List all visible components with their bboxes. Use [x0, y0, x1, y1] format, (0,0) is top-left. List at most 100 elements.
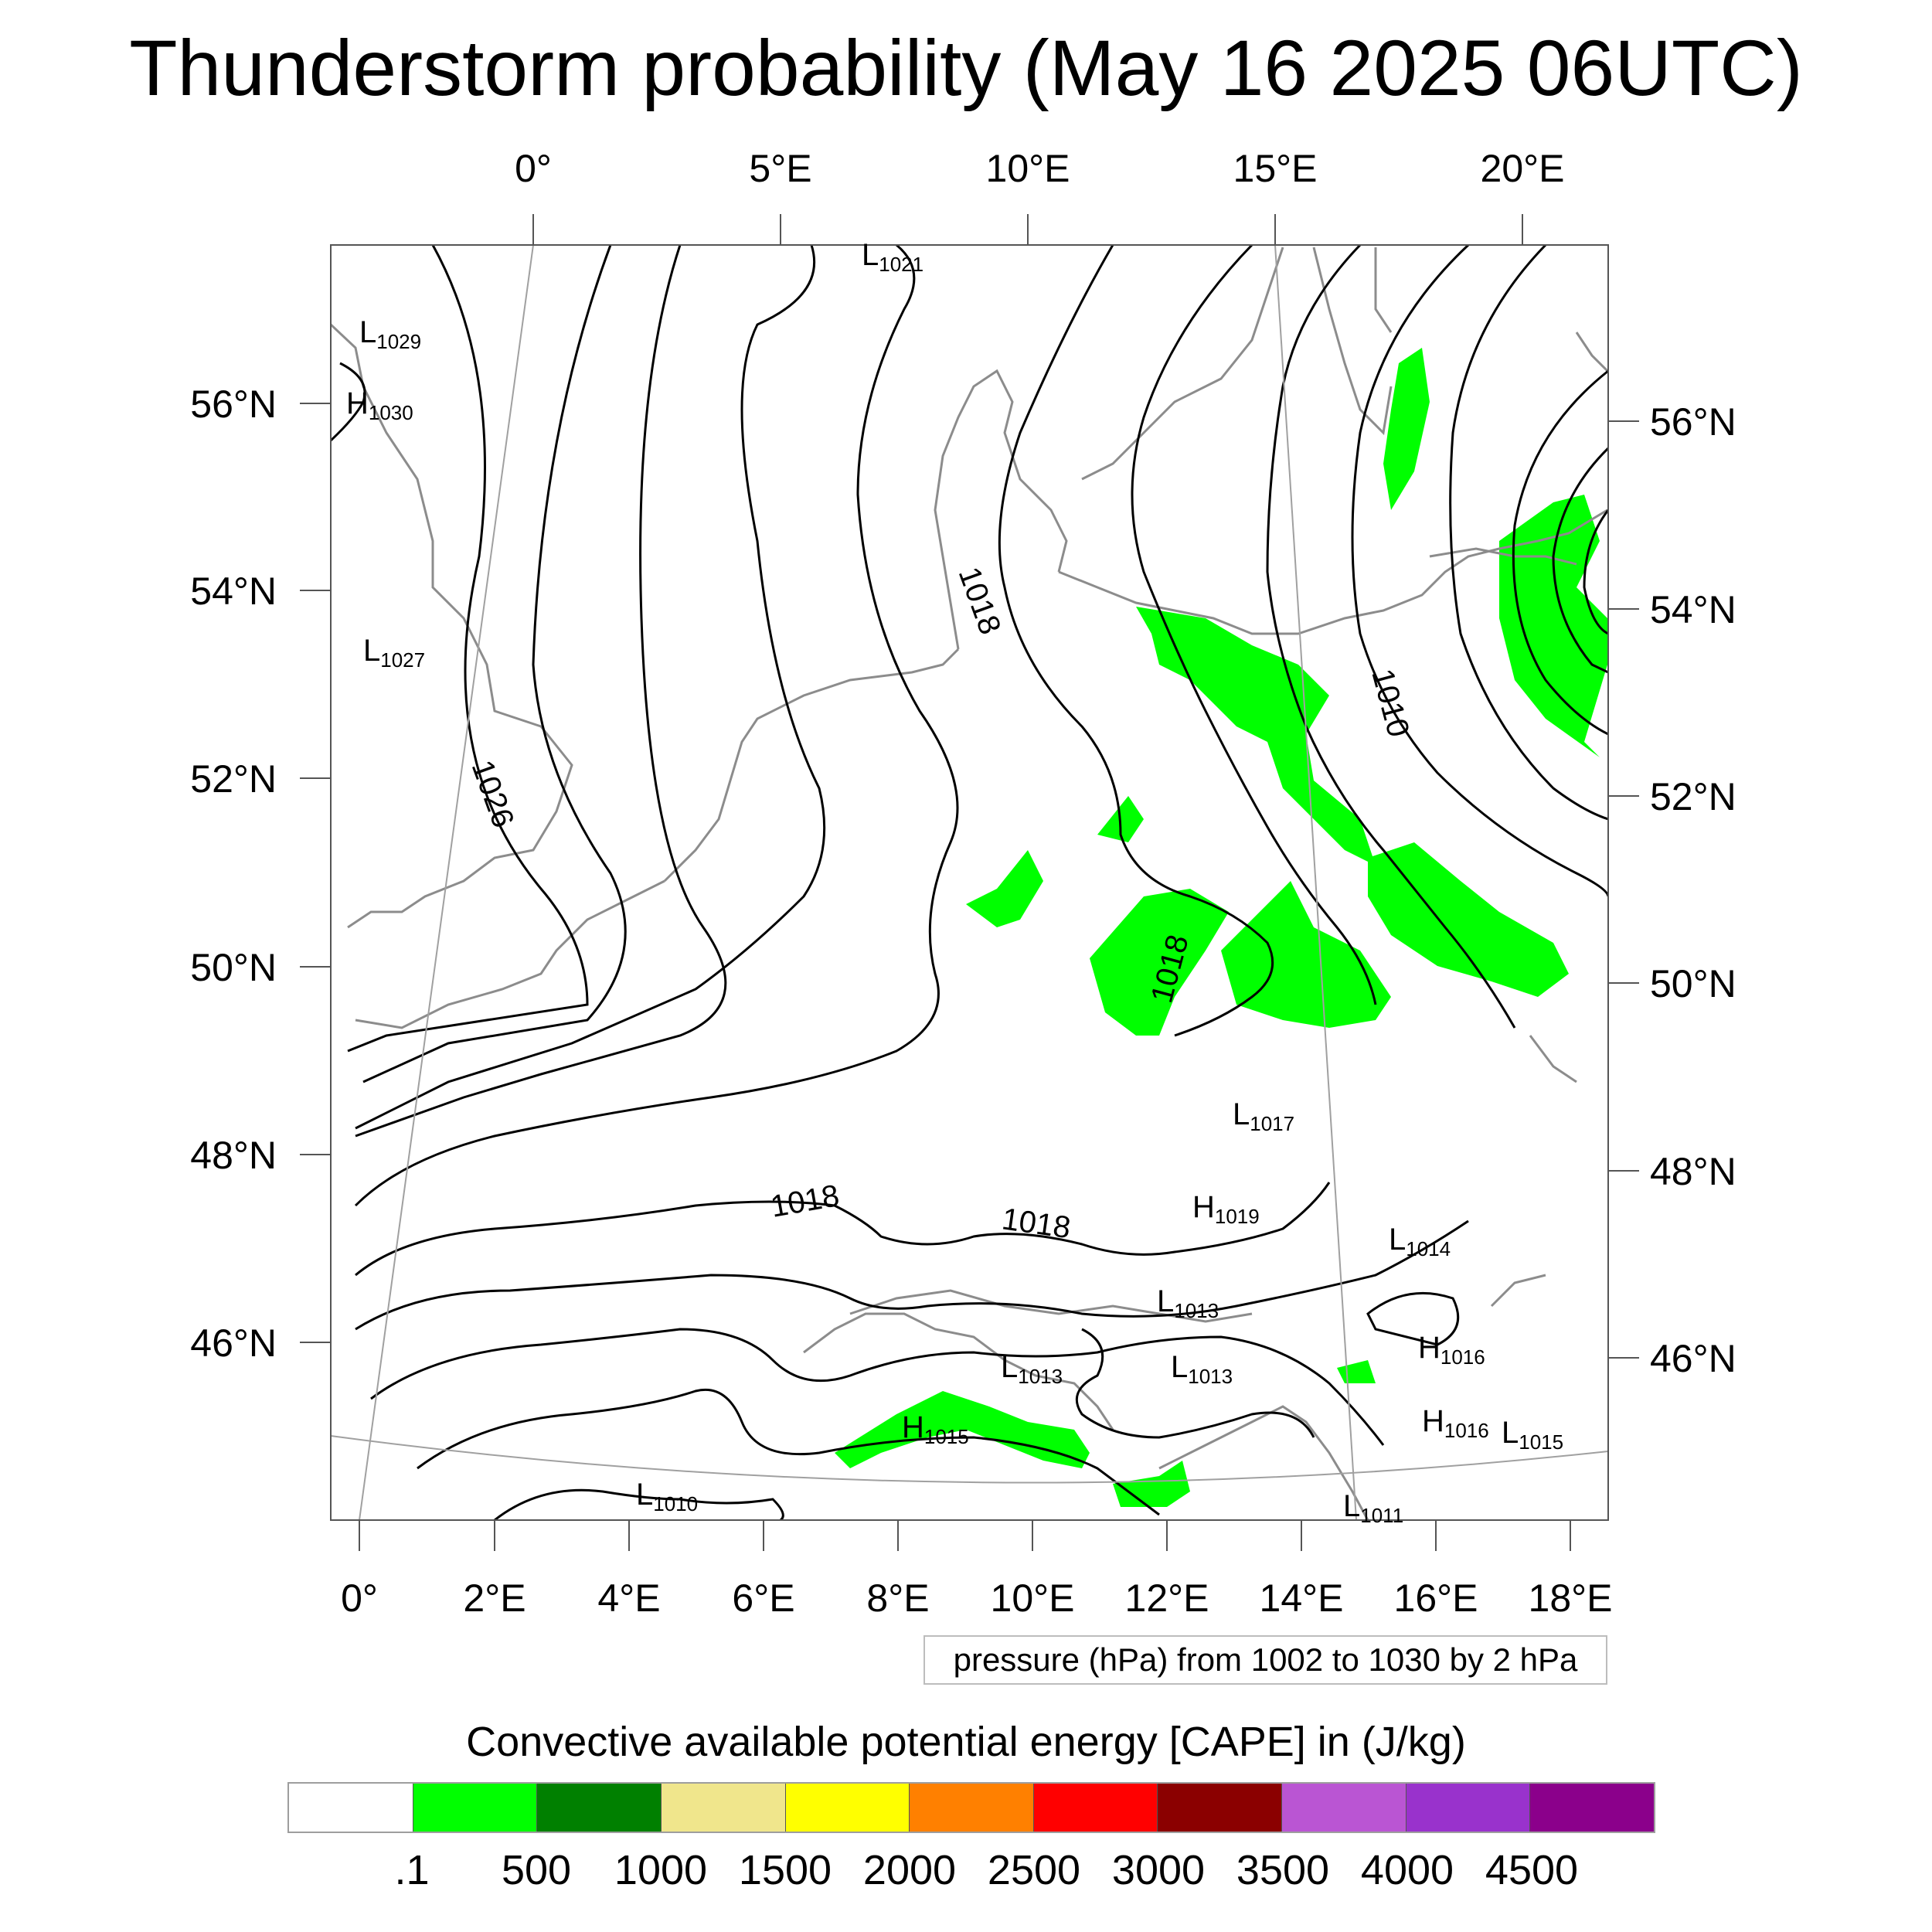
- right-lat-label: 52°N: [1650, 775, 1736, 818]
- contour-label: 1026: [465, 756, 521, 832]
- cape-area-belgium: [966, 850, 1043, 927]
- top-lon-label: 20°E: [1481, 147, 1565, 190]
- left-lat-labels: 56°N 54°N 52°N 50°N 48°N 46°N: [190, 383, 277, 1365]
- bottom-lon-label: 12°E: [1125, 1577, 1209, 1620]
- pressure-center: L1021: [862, 238, 923, 276]
- bottom-lon-label: 18°E: [1529, 1577, 1613, 1620]
- cape-area-hungary: [1337, 1360, 1376, 1383]
- right-lat-label: 54°N: [1650, 588, 1736, 631]
- colorbar-swatch: [785, 1784, 910, 1832]
- isobar-1014: [370, 1328, 1385, 1446]
- isobar-1028: [331, 362, 366, 442]
- colorbar-swatch: [1033, 1784, 1158, 1832]
- isobar-1026: [347, 245, 589, 1053]
- pressure-center: L1017: [1233, 1097, 1294, 1135]
- bottom-lon-label: 14°E: [1260, 1577, 1344, 1620]
- isobar-1010-south: [494, 1488, 784, 1520]
- cape-area-adriatic: [1113, 1461, 1190, 1507]
- pressure-note: pressure (hPa) from 1002 to 1030 by 2 hP…: [923, 1635, 1607, 1685]
- colorbar-label: .1: [394, 1847, 430, 1893]
- left-lat-label: 48°N: [190, 1134, 277, 1177]
- left-lat-label: 50°N: [190, 946, 277, 989]
- meridian-15e: [1274, 245, 1357, 1520]
- cape-areas: [835, 348, 1607, 1507]
- colorbar-label: 3000: [1111, 1847, 1206, 1893]
- isobar-1006: [1552, 447, 1608, 674]
- isobar-1018-north: [998, 245, 1274, 1037]
- coast-denmark: [934, 369, 1068, 650]
- cape-area-sweden: [1383, 348, 1430, 510]
- left-lat-label: 54°N: [190, 570, 277, 613]
- coast-baltic-east: [1374, 247, 1608, 372]
- isobar-1012-north: [1351, 245, 1608, 897]
- border-hungary-romania: [1490, 1035, 1577, 1308]
- colorbar-swatch: [1406, 1784, 1531, 1832]
- bottom-lon-label: 4°E: [597, 1577, 660, 1620]
- left-lat-label: 46°N: [190, 1321, 277, 1365]
- pressure-center: L1015: [1502, 1416, 1563, 1454]
- contour-label: 1018: [768, 1179, 842, 1224]
- colorbar-label: 500: [501, 1847, 572, 1893]
- cape-area-slovakia: [1221, 881, 1391, 1028]
- colorbar: [287, 1782, 1655, 1833]
- isobar-1010: [1449, 245, 1608, 821]
- cape-area-baltic: [1499, 495, 1607, 757]
- pressure-center: L1013: [1157, 1284, 1219, 1322]
- coast-channel: [355, 879, 665, 1029]
- isobar-1018-south: [355, 1182, 1331, 1277]
- bottom-lon-label: 8°E: [866, 1577, 929, 1620]
- coast-britain: [331, 323, 573, 929]
- colorbar-swatch: [289, 1784, 413, 1832]
- cape-area-northitaly: [835, 1391, 1090, 1468]
- cape-area-czech: [1090, 889, 1229, 1036]
- colorbar-swatch: [537, 1784, 662, 1832]
- bottom-lon-label: 0°: [341, 1577, 378, 1620]
- isobar-1022: [355, 245, 727, 1138]
- isobar-1020: [355, 245, 826, 1130]
- contour-label: 1010: [1365, 665, 1416, 740]
- isobar-1016-east: [1366, 1291, 1460, 1346]
- isobar-1016: [355, 1219, 1469, 1331]
- bottom-lon-label: 2°E: [463, 1577, 526, 1620]
- colorbar-label: 2000: [862, 1847, 957, 1893]
- coast-adriatic: [1158, 1405, 1369, 1520]
- pressure-center: H1019: [1192, 1190, 1260, 1228]
- coast-germany-poland: [1058, 509, 1608, 635]
- isobar-1016-north: [1131, 245, 1377, 1005]
- contour-label: 1018: [952, 563, 1008, 639]
- colorbar-label: 1500: [738, 1847, 832, 1893]
- pressure-center: L1011: [1343, 1489, 1403, 1527]
- bottom-lon-labels: 0° 2°E 4°E 6°E 8°E 10°E 12°E 14°E 16°E 1…: [341, 1577, 1612, 1620]
- pressure-center: H1015: [902, 1410, 969, 1448]
- map-field: [331, 245, 1608, 1520]
- chart-title: Thunderstorm probability (May 16 2025 06…: [129, 24, 1803, 112]
- colorbar-swatch: [413, 1784, 538, 1832]
- pressure-center: L1014: [1389, 1223, 1451, 1260]
- right-lat-label: 50°N: [1650, 962, 1736, 1005]
- bottom-lon-label: 16°E: [1394, 1577, 1478, 1620]
- cape-area-poland: [1136, 607, 1376, 866]
- right-lat-label: 48°N: [1650, 1150, 1736, 1193]
- isobar-1004: [1583, 509, 1608, 635]
- coast-lowcountries: [663, 648, 960, 883]
- top-lon-label: 10°E: [986, 147, 1070, 190]
- top-lon-label: 5°E: [749, 147, 811, 190]
- pressure-center: H1016: [1418, 1331, 1485, 1369]
- pressure-center: L1027: [363, 634, 425, 672]
- coast-italy: [803, 1312, 1114, 1430]
- pressure-center: H1030: [346, 386, 413, 424]
- map-frame: [330, 244, 1609, 1521]
- colorbar-swatch: [1530, 1784, 1655, 1832]
- isobar-1008: [1512, 369, 1608, 736]
- colorbar-label: 4000: [1360, 1847, 1454, 1893]
- border-east: [1429, 547, 1577, 566]
- meridian-0: [359, 245, 534, 1520]
- bottom-lon-label: 10°E: [991, 1577, 1075, 1620]
- border-alps: [849, 1289, 1253, 1323]
- left-lat-label: 52°N: [190, 757, 277, 801]
- pressure-center: H1016: [1422, 1404, 1489, 1442]
- pressure-center: L1029: [359, 315, 421, 353]
- right-lat-label: 46°N: [1650, 1337, 1736, 1380]
- pressure-centers: L1021 L1029 H1030 L1027 L1017 H1019 L101…: [346, 238, 1563, 1527]
